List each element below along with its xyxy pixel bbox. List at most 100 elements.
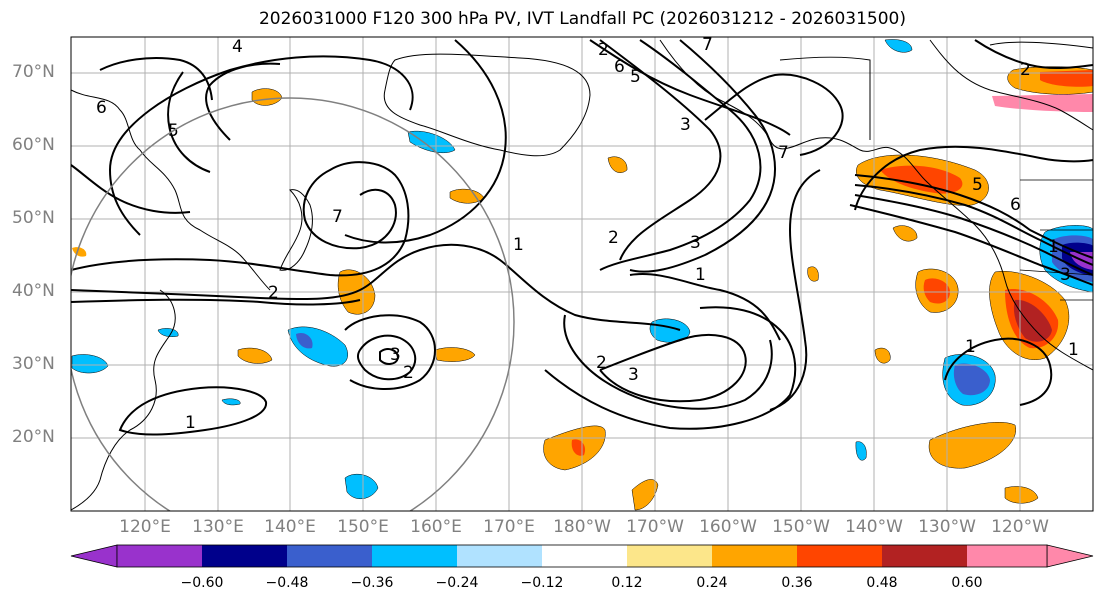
colorbar-segment (882, 545, 967, 567)
colorbar-tick-label: 0.48 (866, 575, 898, 591)
shaded-area (953, 363, 990, 396)
contour-line (599, 39, 722, 261)
lon-label: 130°E (192, 517, 244, 537)
contour-line (205, 62, 281, 141)
contour-label: 5 (630, 67, 641, 87)
shaded-area (607, 156, 628, 173)
shaded-area (880, 165, 963, 194)
contour-line (108, 55, 414, 236)
contour-label: 3 (680, 115, 691, 135)
coastline (70, 289, 176, 511)
contour-line (599, 334, 747, 403)
shaded-area (1040, 70, 1093, 87)
shaded-area (631, 479, 659, 511)
colorbar-tick-label: 0.24 (696, 575, 728, 591)
contour-label: 2 (608, 228, 619, 248)
contour-line (70, 164, 191, 214)
map-title: 2026031000 F120 300 hPa PV, IVT Landfall… (258, 9, 906, 29)
contour-line (629, 39, 776, 273)
contour-label: 3 (1060, 265, 1071, 285)
colorbar-segment (117, 545, 202, 567)
contour-line (704, 73, 844, 156)
colorbar-segment (627, 545, 712, 567)
lon-label: 170°E (483, 517, 535, 537)
contour-label: 1 (695, 265, 706, 285)
contour-label: 7 (702, 35, 713, 55)
colorbar-tick-label: −0.12 (520, 575, 564, 591)
lon-label: 150°E (337, 517, 389, 537)
shaded-area (1004, 486, 1039, 504)
shaded-area (72, 247, 87, 257)
shaded-anomalies (71, 39, 1094, 511)
contour-label: 3 (390, 345, 401, 365)
lon-label: 170°W (626, 517, 684, 537)
shaded-area (71, 354, 109, 374)
colorbar-tick-label: 0.60 (951, 575, 983, 591)
contour-label: 2 (598, 40, 609, 60)
contour-line (854, 174, 1094, 259)
shaded-area (296, 332, 313, 349)
contour-line (769, 169, 821, 411)
contour-label: 5 (972, 175, 983, 195)
contour-line (854, 194, 1094, 276)
colorbar-segment (457, 545, 542, 567)
colorbar-segment (202, 545, 287, 567)
shaded-area (884, 39, 913, 53)
contour-label: 1 (1068, 340, 1079, 360)
contour-line (589, 39, 791, 136)
coastline (989, 41, 1094, 49)
contour-label: 3 (628, 365, 639, 385)
lat-label: 20°N (12, 427, 55, 447)
colorbar-tick-label: 0.12 (611, 575, 643, 591)
shaded-area (434, 347, 476, 362)
shaded-area (221, 398, 241, 406)
contour-label: 3 (690, 233, 701, 253)
lon-label: 130°W (918, 517, 976, 537)
contour-label: 6 (614, 57, 625, 77)
contour-line (974, 39, 1094, 69)
coastline (659, 39, 1094, 371)
contour-label: 2 (1020, 60, 1031, 80)
shaded-area (892, 225, 918, 242)
contour-line (70, 243, 681, 331)
coastlines (70, 39, 1094, 511)
contour-label: 2 (403, 363, 414, 383)
contour-label-group: 4 5 6 7 1 2 3 2 1 2 3 3 2 1 2 3 1 7 5 6 … (96, 35, 1079, 433)
coastline (383, 53, 591, 157)
coastline (779, 56, 871, 140)
lon-label: 140°W (845, 517, 903, 537)
lon-label: 150°W (772, 517, 830, 537)
map-frame (70, 36, 1094, 512)
colorbar-segment (542, 545, 627, 567)
contour-line (563, 314, 773, 410)
contour-label: 1 (185, 413, 196, 433)
contour-line (544, 306, 797, 430)
lon-label: 120°W (991, 517, 1049, 537)
lat-label: 70°N (12, 62, 55, 82)
colorbar-segment (287, 545, 372, 567)
lon-label: 120°E (119, 517, 171, 537)
shaded-area (237, 347, 273, 364)
contour-line (344, 314, 436, 390)
colorbar-tick-label: −0.24 (435, 575, 479, 591)
shaded-area (928, 422, 1017, 469)
shaded-area (407, 130, 456, 153)
colorbar-tick-label: −0.36 (350, 575, 394, 591)
colorbar-tick-label: −0.48 (265, 575, 309, 591)
colorbar-segment (967, 545, 1047, 567)
colorbar-tick-label: 0.36 (781, 575, 813, 591)
lat-label: 50°N (12, 208, 55, 228)
contour-line (379, 348, 400, 365)
coastline (279, 189, 313, 271)
contour-label: 6 (1010, 195, 1021, 215)
left-mask (0, 0, 71, 604)
shaded-area (344, 473, 379, 499)
contour-line (854, 145, 1094, 211)
lat-label: 40°N (12, 281, 55, 301)
shaded-area (923, 278, 950, 304)
coastline (929, 39, 1094, 131)
colorbar (70, 544, 1094, 568)
lat-label: 30°N (12, 354, 55, 374)
contour-label: 1 (965, 337, 976, 357)
colorbar-segment (797, 545, 882, 567)
